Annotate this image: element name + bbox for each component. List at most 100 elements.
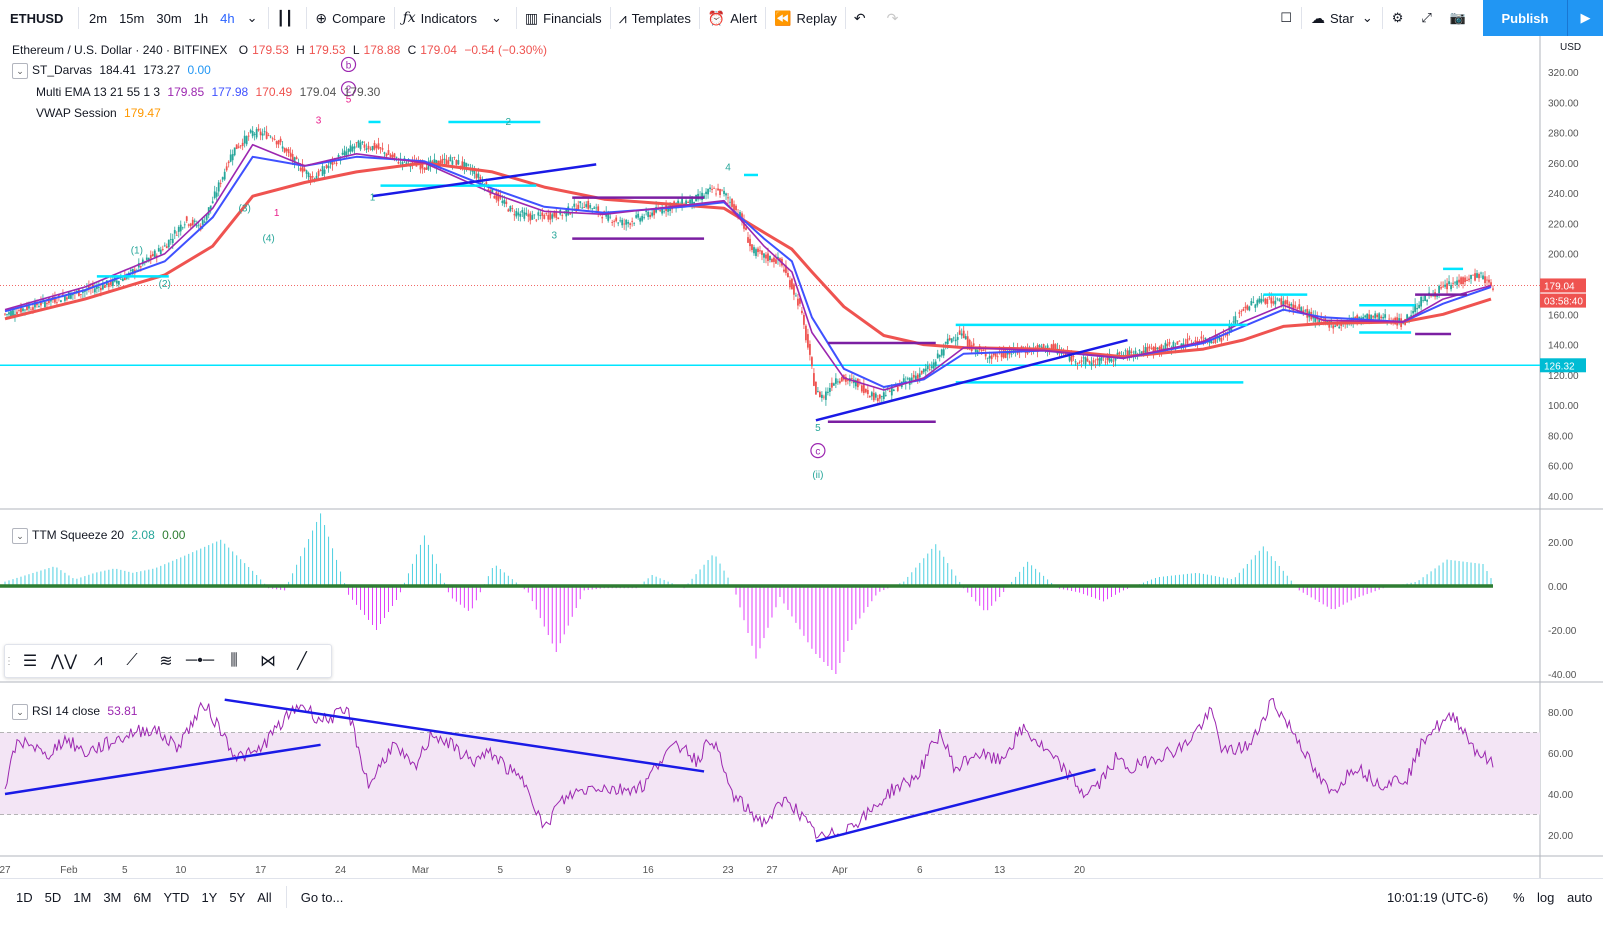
range-1d[interactable]: 1D xyxy=(16,889,33,905)
candle-body xyxy=(992,353,995,356)
candle-body xyxy=(1302,310,1305,313)
star-button[interactable]: ☁ Star ⌄ xyxy=(1302,0,1382,36)
play-button[interactable]: ▶ xyxy=(1567,0,1603,36)
fullscreen-button[interactable]: ⤢ xyxy=(1412,0,1440,36)
range-1m[interactable]: 1M xyxy=(73,889,92,905)
right-tools: ☐ ☁ Star ⌄ ⚙ ⤢ 📷 xyxy=(1271,0,1475,36)
rsi-legend[interactable]: ⌄ RSI 14 close 53.81 xyxy=(12,704,141,720)
candle-body xyxy=(922,369,925,373)
log-toggle[interactable]: log xyxy=(1537,889,1555,905)
indicators-button[interactable]: ƒx Indicators ⌄ xyxy=(395,0,516,36)
candle-body xyxy=(1064,352,1067,356)
ema-legend[interactable]: Multi EMA 13 21 55 1 3 179.85 177.98 170… xyxy=(36,85,384,99)
candle-body xyxy=(1010,353,1013,355)
snapshot-button[interactable]: 📷 xyxy=(1441,0,1475,36)
interval-30m[interactable]: 30m xyxy=(156,10,182,26)
candle-body xyxy=(97,286,100,288)
publish-button[interactable]: Publish xyxy=(1483,0,1567,36)
interval-2m[interactable]: 2m xyxy=(89,10,108,26)
candle-body xyxy=(1378,313,1381,321)
horizontal-ray-tool[interactable]: ─•─ xyxy=(183,646,217,676)
pitchfork-tool[interactable]: ≋ xyxy=(149,646,183,676)
range-6m[interactable]: 6M xyxy=(133,889,152,905)
candle-body xyxy=(319,170,322,171)
candle-body xyxy=(902,378,905,383)
drag-handle[interactable]: ⋮ xyxy=(4,655,14,667)
templates-button[interactable]: ⩘ Templates xyxy=(611,0,699,36)
range-3m[interactable]: 3M xyxy=(103,889,122,905)
compare-button[interactable]: ⊕ Compare xyxy=(307,0,393,36)
symbol-search[interactable]: ETHUSD xyxy=(0,0,78,36)
elliott-wave-tool[interactable]: ⩘ xyxy=(81,646,115,676)
interval-15m[interactable]: 15m xyxy=(119,10,145,26)
candle-body xyxy=(235,144,238,149)
gann-tool[interactable]: ⫼ xyxy=(217,646,251,676)
ema55-line xyxy=(4,161,1492,359)
candle-body xyxy=(149,255,152,259)
replay-button[interactable]: ⏪ Replay xyxy=(766,0,845,36)
chart-style-button[interactable]: ┃┃ xyxy=(269,0,307,36)
ema13-line xyxy=(4,143,1492,391)
candle-body xyxy=(948,338,951,341)
fib-tool[interactable]: ☰ xyxy=(13,646,47,676)
candle-body xyxy=(958,330,961,335)
ttm-legend[interactable]: ⌄ TTM Squeeze 20 2.08 0.00 xyxy=(12,528,189,544)
range-5y[interactable]: 5Y xyxy=(229,889,246,905)
line-tool[interactable]: ╱ xyxy=(285,646,319,676)
chevron-down-icon[interactable]: ⌄ xyxy=(246,10,258,25)
candle-body xyxy=(1478,273,1480,279)
line-icon: ╱ xyxy=(297,653,307,670)
squeeze-pane xyxy=(0,513,1493,674)
collapse-icon[interactable]: ⌄ xyxy=(12,63,28,79)
percent-toggle[interactable]: % xyxy=(1513,889,1525,905)
range-ytd[interactable]: YTD xyxy=(163,889,190,905)
chart-area[interactable]: 320.00300.00280.00260.00240.00220.00200.… xyxy=(0,36,1603,878)
fullscreen-box-button[interactable]: ☐ xyxy=(1271,0,1301,36)
candle-body xyxy=(1204,337,1207,340)
time-tick-label: Mar xyxy=(412,865,430,876)
range-all[interactable]: All xyxy=(257,889,272,905)
candle-body xyxy=(1242,309,1245,311)
candle-body xyxy=(26,304,28,310)
collapse-icon[interactable]: ⌄ xyxy=(12,704,28,720)
undo-button[interactable]: ↶ xyxy=(846,0,879,36)
abc-pattern-tool[interactable]: ⋀⋁ xyxy=(47,646,81,676)
vwap-legend[interactable]: VWAP Session 179.47 xyxy=(36,106,165,120)
candle-body xyxy=(966,336,969,347)
auto-toggle[interactable]: auto xyxy=(1567,889,1593,905)
interval-4h[interactable]: 4h xyxy=(220,10,235,26)
candle-body xyxy=(1384,314,1387,318)
redo-button[interactable]: ↷ xyxy=(879,0,912,36)
candle-body xyxy=(884,394,887,396)
settings-button[interactable]: ⚙ xyxy=(1383,0,1413,36)
candle-body xyxy=(505,201,508,205)
templates-icon: ⩘ xyxy=(618,9,627,26)
interval-1h[interactable]: 1h xyxy=(193,10,209,26)
trend-angle-tool[interactable]: ⟋ xyxy=(115,646,149,676)
alert-button[interactable]: ⏰ Alert xyxy=(700,0,765,36)
candle-body xyxy=(58,295,60,297)
main-legend: Ethereum / U.S. Dollar · 240 · BITFINEX … xyxy=(12,43,551,57)
xabcd-tool[interactable]: ⋈ xyxy=(251,646,285,676)
candle-body xyxy=(735,205,737,211)
candle-body xyxy=(1112,360,1115,362)
candle-body xyxy=(611,222,614,223)
range-5d[interactable]: 5D xyxy=(44,889,62,905)
candle-body xyxy=(1160,344,1163,351)
darvas-legend[interactable]: ⌄ ST_Darvas 184.41 173.27 0.00 xyxy=(12,63,215,79)
range-1y[interactable]: 1Y xyxy=(201,889,218,905)
indicator-value: 0.00 xyxy=(187,63,211,78)
indicator-value: 179.30 xyxy=(343,85,381,99)
candle-body xyxy=(99,287,102,291)
collapse-icon[interactable]: ⌄ xyxy=(12,528,28,544)
candle-body xyxy=(369,148,372,150)
candle-body xyxy=(463,161,466,169)
candle-body xyxy=(591,208,594,210)
financials-button[interactable]: ▥ Financials xyxy=(517,0,610,36)
candle-body xyxy=(1052,343,1055,349)
candle-body xyxy=(1172,341,1175,348)
goto-button[interactable]: Go to... xyxy=(300,889,344,905)
candle-body xyxy=(337,155,340,160)
candle-body xyxy=(183,224,186,226)
legend-low: L 178.88 xyxy=(353,43,400,57)
